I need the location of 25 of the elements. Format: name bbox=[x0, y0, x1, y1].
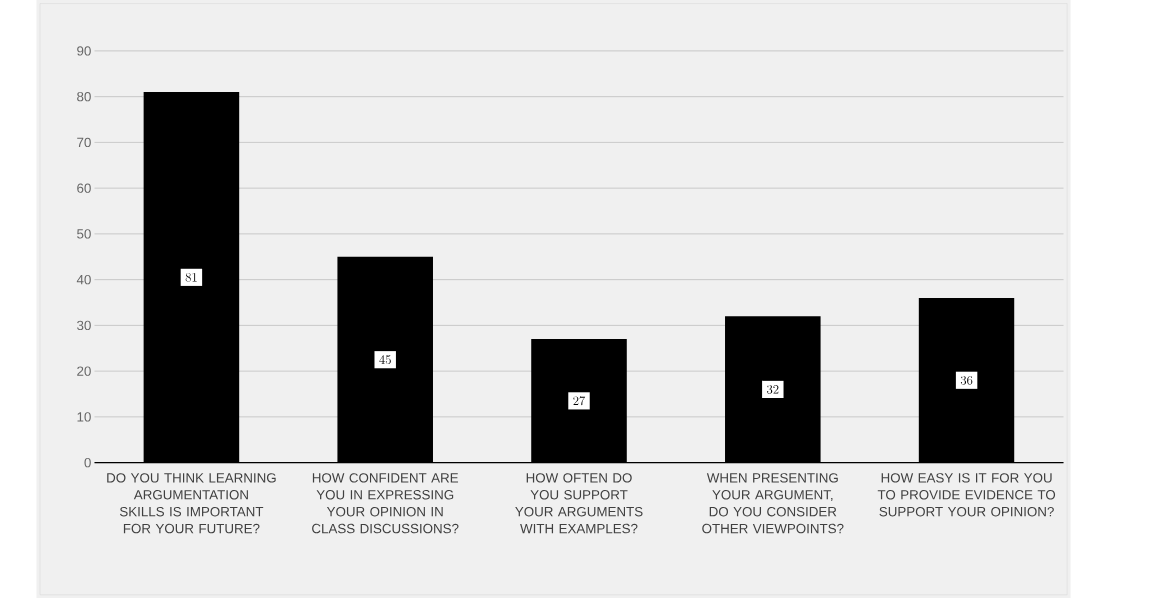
y-tick-label: 10 bbox=[77, 411, 91, 422]
bar bbox=[337, 256, 433, 463]
data-label: 81 bbox=[185, 272, 197, 282]
y-tick-label: 80 bbox=[77, 91, 91, 102]
bar bbox=[531, 338, 627, 463]
x-tick-label: HOW EASY IS IT FOR YOU TO PROVIDE EVIDENCE TO SUPPORT YOUR OPINION? bbox=[877, 472, 1056, 517]
y-tick-label: 70 bbox=[77, 137, 91, 147]
data-label: 45 bbox=[379, 354, 391, 364]
y-tick-label: 50 bbox=[77, 228, 91, 239]
data-label: 27 bbox=[573, 396, 586, 406]
x-tick-label: DO YOU THINK LEARNING ARGUMENTATION SKILLS IS IMPORTANT FOR YOUR FUTURE? bbox=[107, 472, 276, 534]
y-tick-label: 0 bbox=[84, 457, 91, 468]
data-label: 36 bbox=[960, 375, 973, 385]
y-tick-label: 40 bbox=[76, 274, 91, 285]
data-label: 32 bbox=[767, 384, 779, 394]
y-tick-label: 20 bbox=[77, 366, 91, 376]
y-tick-label: 60 bbox=[77, 183, 91, 193]
y-tick-label: 90 bbox=[77, 45, 91, 56]
x-tick-label: HOW OFTEN DO YOU SUPPORT YOUR ARGUMENTS WITH EXAMPLES? bbox=[515, 472, 643, 534]
y-tick-label: 30 bbox=[77, 320, 91, 330]
bar bbox=[725, 316, 821, 463]
bar bbox=[143, 91, 240, 463]
x-tick-label: HOW CONFIDENT ARE YOU IN EXPRESSING YOUR OPINION IN CLASS DISCUSSIONS? bbox=[312, 472, 459, 534]
x-tick-label: WHEN PRESENTING YOUR ARGUMENT, DO YOU CONSIDER OTHER VIEWPOINTS? bbox=[702, 472, 844, 534]
bar bbox=[918, 297, 1015, 463]
